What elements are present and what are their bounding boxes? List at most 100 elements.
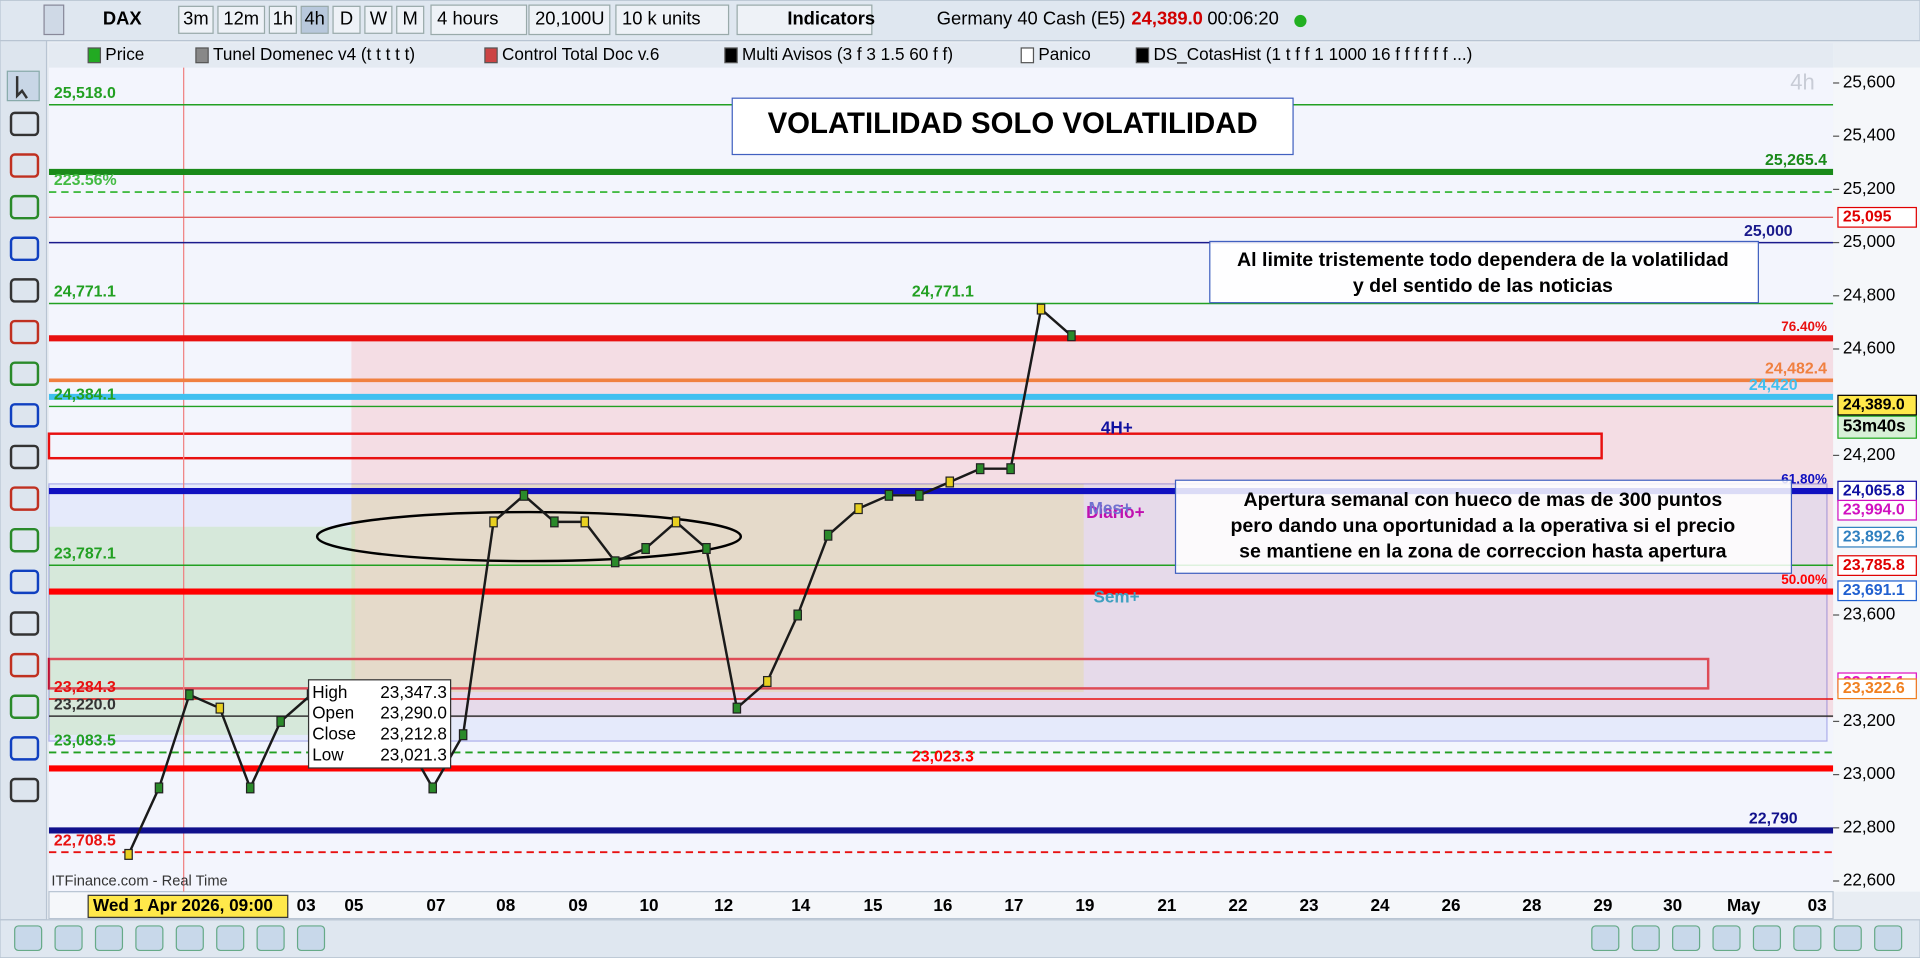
tool[interactable]: [9, 361, 40, 386]
tool[interactable]: [9, 652, 40, 678]
note-text: Al limite tristemente todo dependera de …: [1237, 249, 1729, 271]
axis-tag-label: 23,994.0: [1843, 501, 1905, 518]
note-text: se mantiene en la zona de correccion has…: [1239, 541, 1728, 563]
bottom-tool[interactable]: [14, 925, 43, 952]
tool[interactable]: [9, 153, 40, 178]
period-button[interactable]: [300, 5, 329, 34]
bottom-tool[interactable]: [296, 925, 326, 952]
note-box: [1174, 479, 1793, 574]
bottom-tool[interactable]: [135, 925, 164, 952]
candle: [276, 715, 285, 727]
tool[interactable]: [9, 111, 40, 137]
x-tick-label: 10: [639, 895, 658, 915]
tool[interactable]: [6, 70, 40, 102]
axis-tag-label: 23,691.1: [1843, 582, 1905, 599]
x-tick-label: 19: [1075, 895, 1094, 915]
tool[interactable]: [9, 569, 40, 595]
bottom-tool[interactable]: [216, 925, 245, 952]
tool[interactable]: [9, 694, 40, 719]
bottom-tool[interactable]: [1591, 925, 1620, 952]
time-axis: [48, 891, 1834, 920]
tool[interactable]: [9, 403, 40, 428]
level-label: 61.80%: [1781, 472, 1827, 487]
bottom-tool[interactable]: [54, 925, 83, 952]
period-button[interactable]: [268, 5, 297, 34]
period-button[interactable]: [178, 5, 214, 34]
countdown-box: [1837, 415, 1917, 439]
x-tick-label: 15: [864, 895, 884, 915]
bottom-tool[interactable]: [94, 925, 124, 952]
period-label: 12m: [223, 8, 259, 29]
dropdown[interactable]: [736, 4, 873, 36]
level-label: 24,384.1: [54, 387, 116, 404]
dropdown[interactable]: [430, 4, 528, 36]
level-label: 50.00%: [1781, 572, 1827, 587]
axis-tag: [1837, 678, 1917, 700]
tool[interactable]: [9, 278, 40, 303]
tooltip-key: High: [312, 682, 347, 702]
bottom-tool[interactable]: [175, 925, 204, 952]
indicator-name[interactable]: Control Total Doc v.6: [502, 44, 659, 64]
bottom-tool[interactable]: [1672, 925, 1701, 952]
axis-tag-label: 24,389.0: [1843, 396, 1905, 413]
dropdown[interactable]: [528, 4, 611, 36]
bottom-tool[interactable]: [1752, 925, 1782, 952]
y-tick-label: 25,600: [1843, 72, 1895, 92]
note-text: pero dando una oportunidad a la operativ…: [1230, 515, 1735, 537]
indicator-name[interactable]: DS_CotasHist (1 t f f 1 1000 16 f f f f …: [1153, 44, 1472, 64]
period-button[interactable]: [396, 5, 425, 34]
status-dot: [1294, 14, 1307, 28]
tool[interactable]: [9, 194, 40, 220]
y-tick-label: 23,200: [1843, 710, 1895, 730]
tool[interactable]: [9, 486, 40, 511]
candle: [245, 782, 255, 794]
indicator-bar: [48, 43, 1834, 68]
candle: [1036, 303, 1046, 315]
marker-label: 4H+: [1101, 417, 1133, 437]
tool[interactable]: [9, 611, 40, 636]
indicator-name[interactable]: Panico: [1038, 44, 1090, 64]
candle: [854, 503, 863, 515]
level-label: 23,284.3: [54, 679, 116, 696]
period-label: 1h: [273, 8, 293, 29]
period-button[interactable]: [364, 5, 393, 34]
indicator-name[interactable]: Multi Avisos (3 f 3 1.5 60 f f): [742, 44, 953, 64]
tool-icon: [15, 76, 28, 99]
dropdown[interactable]: [615, 4, 730, 36]
indicator-name[interactable]: Price: [105, 44, 144, 64]
tool[interactable]: [9, 236, 40, 262]
bottom-tool[interactable]: [1874, 925, 1903, 952]
tooltip-value: 23,021.3: [380, 744, 447, 764]
tool[interactable]: [9, 527, 40, 553]
bottom-tool[interactable]: [256, 925, 285, 952]
indicator-swatch: [195, 47, 209, 64]
period-button[interactable]: [332, 5, 361, 34]
level-label: 23,220.0: [54, 696, 116, 713]
tool[interactable]: [9, 319, 40, 345]
indicator-swatch: [484, 47, 498, 64]
candle: [702, 542, 711, 555]
price-line: [127, 306, 1073, 855]
tool[interactable]: [9, 777, 40, 803]
x-tick-label: 17: [1004, 895, 1023, 915]
level-label: 24,482.4: [1765, 360, 1827, 377]
symbol-box[interactable]: [43, 4, 65, 36]
x-tick-label: May: [1727, 895, 1761, 915]
bottom-tool[interactable]: [1712, 925, 1741, 952]
level-label: 25,000: [1744, 223, 1793, 240]
indicator-name[interactable]: Tunel Domenec v4 (t t t t t): [213, 44, 415, 64]
period-button[interactable]: [217, 5, 266, 34]
y-tick-label: 23,600: [1843, 604, 1895, 624]
candle: [489, 516, 498, 528]
bottom-tool[interactable]: [1631, 925, 1660, 952]
candle: [1006, 463, 1015, 475]
y-tick-label: 24,600: [1843, 338, 1895, 358]
axis-tag: [1837, 555, 1917, 576]
quantity: 20,100U: [535, 8, 604, 29]
bottom-tool[interactable]: [1793, 925, 1822, 952]
tool[interactable]: [9, 736, 40, 761]
tool[interactable]: [9, 444, 40, 470]
level-label: 25,265.4: [1765, 152, 1827, 169]
bottom-tool[interactable]: [1833, 925, 1862, 952]
